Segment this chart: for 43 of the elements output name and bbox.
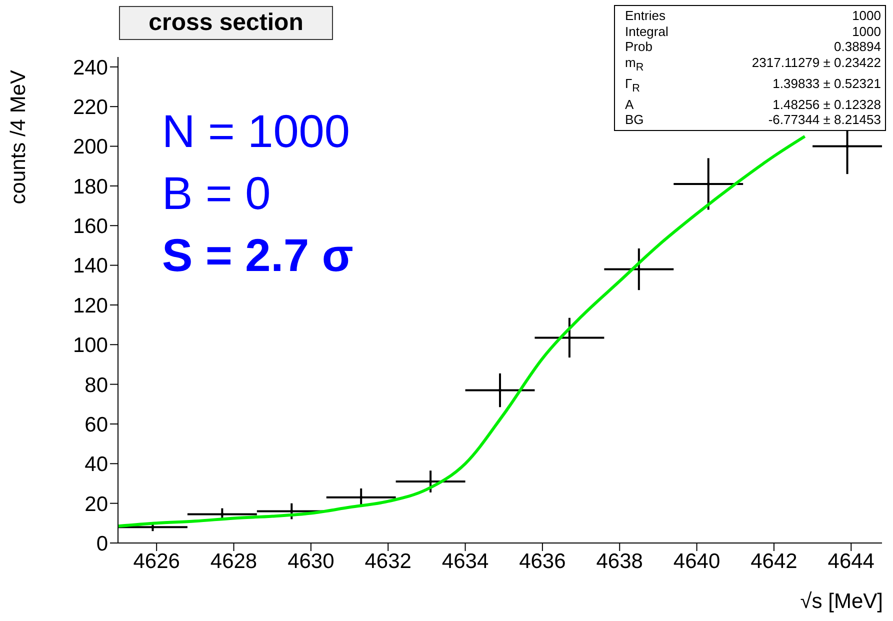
annotation: 2317.11279 ± 0.23422 bbox=[752, 54, 881, 72]
text: 0.38894 bbox=[834, 39, 881, 54]
x-tick-label: 4640 bbox=[673, 550, 720, 573]
y-tick-label: 220 bbox=[72, 96, 108, 120]
y-tick-label: 20 bbox=[84, 492, 108, 516]
annotation: 1.39833 ± 0.52321 bbox=[772, 76, 881, 93]
x-tick-label: 4632 bbox=[364, 550, 412, 573]
x-tick-label: 4628 bbox=[210, 550, 258, 573]
y-tick-label: 40 bbox=[84, 453, 108, 476]
x-tick-label: 4642 bbox=[750, 550, 798, 573]
annotation: N = 1000 bbox=[162, 104, 351, 159]
annotation: m$_{R}$ bbox=[624, 54, 644, 76]
annotation: S = 2.7 σ bbox=[162, 228, 354, 283]
text: Prob bbox=[624, 39, 652, 54]
x-tick-label: 4630 bbox=[288, 550, 334, 573]
y-tick-label: 140 bbox=[72, 254, 108, 278]
annotation: 1.48256 ± 0.12328 bbox=[772, 96, 881, 112]
chart-title: cross section bbox=[119, 6, 333, 40]
y-axis-title: counts /4 MeV bbox=[7, 70, 31, 204]
y-tick-label: 200 bbox=[72, 136, 108, 159]
y-tick-label: 160 bbox=[72, 215, 108, 238]
text: 1000 bbox=[852, 8, 881, 24]
y-tick-label: 120 bbox=[72, 294, 108, 318]
x-tick-label: 4644 bbox=[828, 550, 875, 573]
y-tick-label: 60 bbox=[84, 413, 108, 436]
annotation: Γ$_{R}$ bbox=[624, 76, 640, 96]
y-tick-label: 0 bbox=[96, 532, 108, 556]
text: Entries bbox=[624, 8, 666, 24]
annotation: A bbox=[624, 96, 634, 112]
x-axis-title: √s [MeV] bbox=[800, 590, 883, 614]
annotation: -6.77344 ± 8.21453 bbox=[768, 112, 881, 128]
x-tick-label: 4638 bbox=[596, 550, 643, 573]
y-tick-label: 100 bbox=[72, 334, 108, 358]
x-tick-label: 4626 bbox=[133, 550, 180, 573]
x-tick-label: 4634 bbox=[442, 550, 489, 573]
text: Integral bbox=[624, 24, 668, 39]
x-tick-label: 4636 bbox=[519, 550, 566, 573]
text: 1000 bbox=[852, 24, 881, 39]
y-tick-label: 80 bbox=[84, 374, 108, 397]
annotation: BG bbox=[624, 112, 644, 128]
y-tick-label: 180 bbox=[72, 175, 108, 198]
annotation: B = 0 bbox=[162, 166, 272, 221]
y-tick-label: 240 bbox=[72, 56, 108, 80]
